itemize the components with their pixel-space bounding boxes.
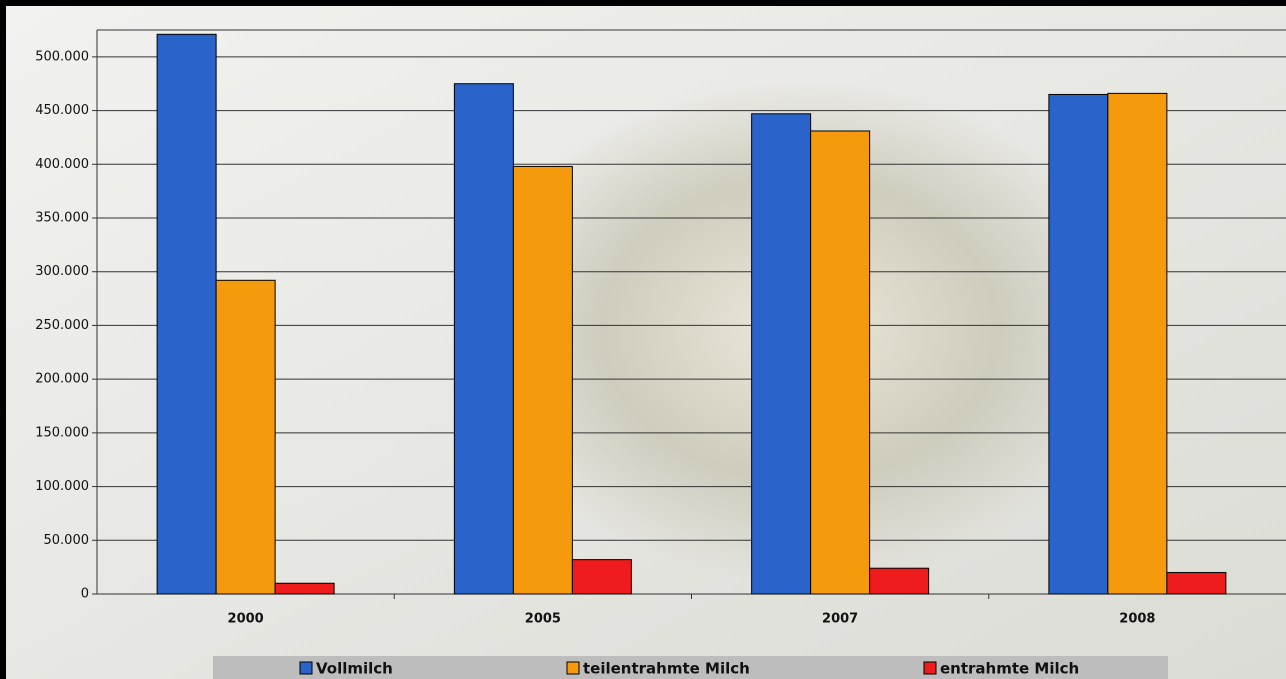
bar bbox=[1107, 92, 1168, 595]
x-tick-label: 2007 bbox=[822, 612, 858, 627]
legend-swatch bbox=[299, 661, 313, 675]
legend-label: entrahmte Milch bbox=[940, 660, 1079, 678]
y-tick-label: 300.000 bbox=[35, 264, 89, 279]
legend-swatch bbox=[923, 661, 937, 675]
legend-label: teilentrahmte Milch bbox=[583, 660, 750, 678]
x-tick-label: 2008 bbox=[1119, 612, 1155, 627]
y-tick-label: 100.000 bbox=[35, 479, 89, 494]
bar bbox=[571, 559, 632, 595]
bar bbox=[156, 33, 217, 595]
y-tick-label: 150.000 bbox=[35, 425, 89, 440]
y-tick-label: 400.000 bbox=[35, 157, 89, 172]
y-tick-label: 350.000 bbox=[35, 211, 89, 226]
x-tick-label: 2005 bbox=[525, 612, 561, 627]
bar bbox=[215, 279, 276, 595]
bar bbox=[512, 165, 573, 595]
y-tick-label: 50.000 bbox=[44, 533, 90, 548]
x-tick-label: 2000 bbox=[228, 612, 264, 627]
legend-label: Vollmilch bbox=[316, 660, 393, 678]
y-tick-label: 200.000 bbox=[35, 372, 89, 387]
y-tick-label: 500.000 bbox=[35, 49, 89, 64]
bar bbox=[1048, 93, 1109, 595]
y-tick-label: 250.000 bbox=[35, 318, 89, 333]
legend-swatch bbox=[566, 661, 580, 675]
bar bbox=[810, 130, 871, 595]
bar bbox=[453, 83, 514, 595]
bar bbox=[1166, 572, 1227, 595]
bar bbox=[751, 113, 812, 595]
y-tick-label: 450.000 bbox=[35, 103, 89, 118]
bar bbox=[869, 567, 930, 595]
bar bbox=[274, 582, 335, 595]
y-tick-label: 0 bbox=[81, 587, 89, 602]
